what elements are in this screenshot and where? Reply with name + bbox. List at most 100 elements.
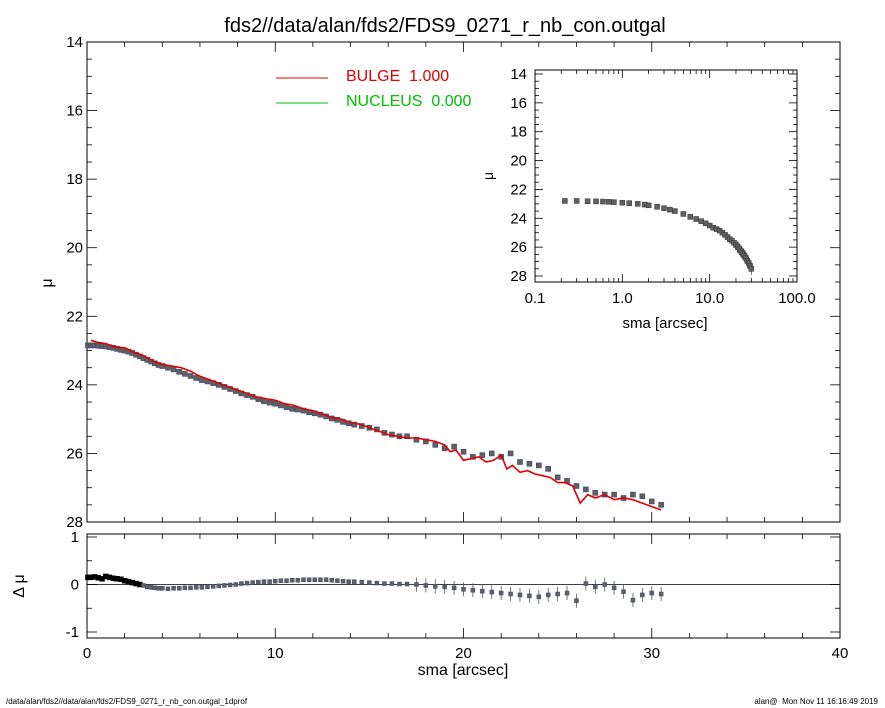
data-point [583,486,589,493]
residual-point [250,580,255,585]
residual-point [389,581,395,586]
residual-point [555,591,560,597]
y-tick-label: 14 [66,34,83,51]
residual-point [148,585,154,590]
residual-point [165,586,171,592]
inset-data-point [606,199,612,205]
residual-point [193,585,199,590]
residual-data-markers [85,573,664,608]
inset-data-point [672,208,678,214]
inset-data-point [593,198,599,205]
data-point [592,490,599,496]
data-point [658,502,664,508]
residual-point [374,580,380,586]
inset-data-point [562,198,568,204]
inset-data-point [626,200,632,206]
x-axis-label: sma [arcsec] [418,662,509,679]
inset-data-point [600,198,606,205]
inset-data-point [680,211,687,217]
inset-data-point [748,266,755,272]
x-tick-label: 10 [267,645,284,662]
inset-data-point [661,205,667,211]
data-point [630,491,636,498]
residual-point [451,585,457,591]
residual-point [489,589,494,595]
inset-x-tick-label: 0.1 [525,290,546,307]
data-point [535,462,542,469]
residual-point [414,582,419,587]
residual-point [593,584,598,590]
residual-point [470,587,476,593]
residual-point [188,585,193,591]
residual-point [423,583,429,588]
residual-point [323,577,329,582]
main-data-markers [85,342,664,508]
residual-y-tick-label: -1 [66,624,79,641]
residual-point [536,594,542,600]
residual-point [329,577,334,583]
residual-point [205,584,210,590]
data-point [266,399,273,406]
residual-point [256,579,261,585]
residual-y-tick-label: 0 [71,577,79,594]
residual-point [461,587,466,592]
residual-point [156,586,161,591]
inset-data-markers [562,198,755,275]
inset-y-tick-labels: 14 16 18 20 22 24 26 28 [510,66,527,285]
residual-point [273,578,278,584]
inset-y-tick-label: 28 [510,268,527,285]
inset-data-point [611,199,617,205]
inset-x-tick-label: 100.0 [778,290,816,307]
residual-point [318,577,323,582]
residual-point [233,582,238,587]
data-point [182,371,188,377]
inset-data-point [693,216,699,222]
bulge-model-line [90,339,662,511]
residual-point [261,579,267,584]
data-point [272,400,279,407]
data-point [432,442,439,448]
data-point [545,466,552,472]
residual-point [611,585,617,591]
data-point [283,404,290,410]
data-point [507,450,514,457]
residual-point [141,583,146,588]
data-point [176,369,183,375]
data-point [170,366,177,373]
data-point [488,450,495,457]
residual-point [480,588,485,594]
residual-point [227,582,233,588]
inset-x-tick-labels: 0.1 1.0 10.0 100.0 [525,290,816,307]
inset-y-tick-label: 24 [510,210,527,227]
x-tick-label: 20 [455,645,472,662]
residual-point [144,584,150,590]
residual-point [152,585,158,591]
residual-point [658,591,664,597]
inset-data-point [634,201,641,207]
residual-y-tick-labels: -1 0 1 [66,529,79,641]
y-tick-label: 20 [66,240,83,257]
y-tick-label: 24 [66,377,83,394]
data-point [526,460,533,467]
footer-user-timestamp: alan@ Mon Nov 11 16:16:49 2019 [754,697,878,706]
residual-point [382,581,387,586]
inset-x-tick-label: 10.0 [695,290,724,307]
x-tick-label: 0 [83,645,91,662]
data-point [289,406,295,412]
y-tick-label: 28 [66,514,83,531]
inset-plot-frame [534,69,798,283]
residual-point [583,581,589,586]
residual-point [346,579,351,584]
inset-data-point [619,199,626,206]
residual-point [359,579,365,585]
data-point [460,448,467,455]
data-point [639,493,646,500]
residual-point [517,592,523,598]
data-point [451,443,457,450]
main-axis-ticks [86,41,841,523]
residual-y-axis-label: Δ μ [11,574,28,597]
residual-point [312,577,318,582]
residual-point [244,580,250,586]
y-tick-label: 16 [66,103,83,120]
data-point [573,483,580,489]
